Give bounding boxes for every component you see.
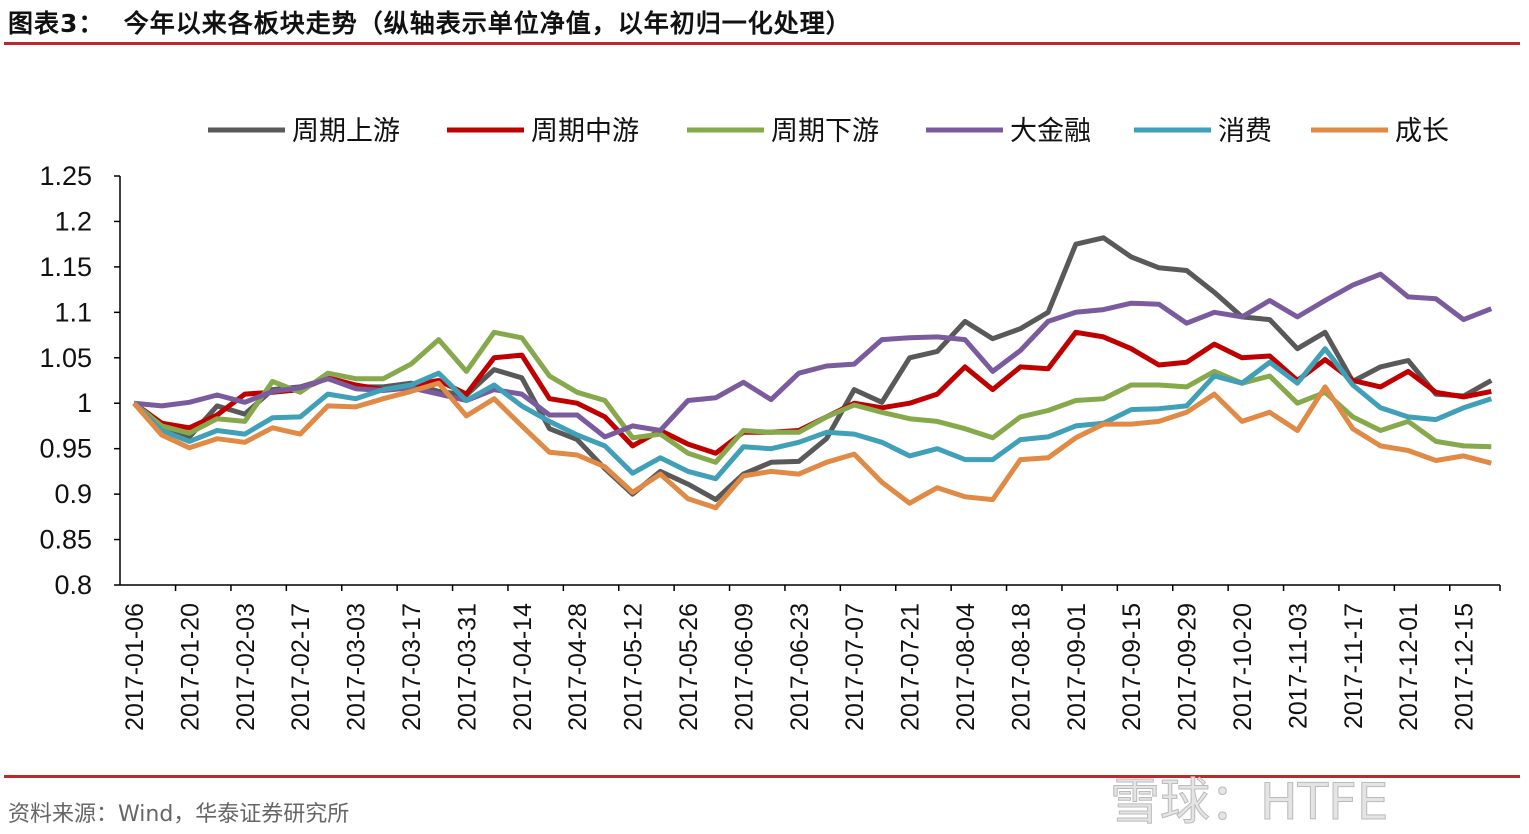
chart-title: 图表3： 今年以来各板块走势（纵轴表示单位净值，以年初归一化处理） — [8, 9, 852, 38]
y-tick-label: 1 — [77, 388, 92, 418]
x-tick-label: 2017-04-14 — [509, 603, 537, 731]
y-tick-label: 1.05 — [39, 343, 92, 373]
series-line-4 — [133, 271, 1493, 440]
x-tick-label: 2017-03-17 — [398, 603, 426, 731]
legend-label: 大金融 — [1010, 116, 1091, 147]
series-line-5 — [132, 346, 1493, 482]
y-tick-label: 0.8 — [54, 570, 92, 600]
x-tick-label: 2017-09-01 — [1063, 603, 1091, 731]
legend-label: 成长 — [1395, 116, 1449, 147]
axes: 0.8 0.85 0.9 0.95 1 1.05 1.1 1.15 1.2 1.25 2017-01… — [39, 161, 1501, 731]
y-tick-label: 0.85 — [39, 525, 92, 555]
x-tick-label: 2017-03-31 — [453, 603, 481, 731]
x-tick-label: 2017-01-20 — [176, 603, 204, 731]
legend: 周期上游 周期中游 周期下游 大金融 消费 成长 — [208, 116, 1449, 147]
x-tick-label: 2017-12-15 — [1451, 603, 1479, 731]
y-tick-label: 1.1 — [54, 297, 92, 327]
legend-label: 周期下游 — [771, 116, 879, 147]
series-line-3 — [132, 329, 1492, 465]
x-tick-label: 2017-08-04 — [952, 603, 980, 731]
x-tick-label: 2017-07-21 — [897, 603, 925, 731]
source-note: 资料来源：Wind，华泰证券研究所 — [8, 802, 350, 827]
x-tick-label: 2017-04-28 — [564, 603, 592, 731]
x-tick-label: 2017-07-07 — [841, 603, 869, 731]
legend-label: 消费 — [1218, 116, 1272, 147]
x-tick-label: 2017-08-18 — [1007, 603, 1035, 731]
y-tick-label: 0.95 — [39, 434, 92, 464]
x-tick-label: 2017-09-29 — [1174, 603, 1202, 731]
title-divider — [4, 42, 1520, 45]
series-line-6 — [132, 380, 1492, 511]
y-tick-label: 1.15 — [39, 252, 92, 282]
x-tick-label: 2017-09-15 — [1118, 603, 1146, 731]
x-tick-label: 2017-02-17 — [287, 603, 315, 731]
x-tick-label: 2017-10-20 — [1229, 603, 1257, 731]
x-tick-label: 2017-12-01 — [1395, 603, 1423, 731]
series-lines — [132, 235, 1493, 511]
footer-divider — [4, 775, 1520, 778]
watermark: 雪球：HTFE — [1110, 773, 1389, 832]
y-tick-label: 0.9 — [54, 479, 92, 509]
x-tick-label: 2017-11-17 — [1340, 603, 1368, 729]
legend-label: 周期中游 — [531, 116, 639, 147]
x-tick-label: 2017-01-06 — [121, 603, 149, 731]
legend-label: 周期上游 — [292, 116, 400, 147]
x-tick-label: 2017-03-03 — [343, 603, 371, 731]
x-tick-label: 2017-05-12 — [620, 603, 648, 731]
y-tick-label: 1.25 — [39, 161, 92, 191]
x-tick-label: 2017-05-26 — [675, 603, 703, 731]
x-tick-label: 2017-06-23 — [786, 603, 814, 731]
y-tick-label: 1.2 — [54, 206, 92, 236]
x-tick-label: 2017-11-03 — [1284, 603, 1312, 729]
x-tick-label: 2017-06-09 — [730, 603, 758, 731]
x-tick-label: 2017-02-03 — [232, 603, 260, 731]
